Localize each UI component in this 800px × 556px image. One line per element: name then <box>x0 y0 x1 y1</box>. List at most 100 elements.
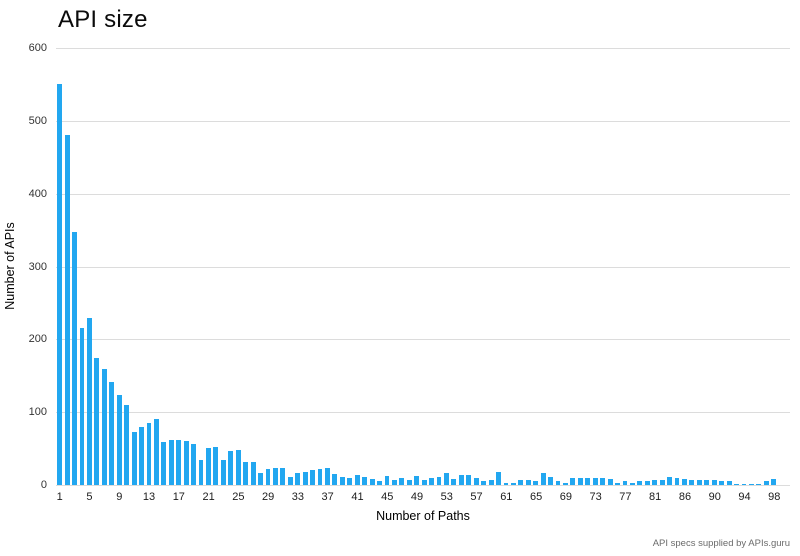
bar <box>72 232 78 485</box>
bar-slot <box>748 48 755 485</box>
bar <box>280 468 286 485</box>
bar-slot <box>733 48 740 485</box>
bar <box>213 447 219 485</box>
bar <box>101 369 107 485</box>
bar-slot <box>78 48 85 485</box>
bar <box>533 480 539 485</box>
x-tick-label: 98 <box>768 491 781 503</box>
bar-slot <box>502 48 509 485</box>
x-tick-label: 9 <box>116 491 123 503</box>
x-tick-label: 77 <box>619 491 632 503</box>
bar <box>496 471 501 485</box>
bar <box>228 450 234 485</box>
x-tick-label: 90 <box>708 491 721 503</box>
gridline <box>56 266 790 268</box>
bar <box>510 482 516 485</box>
bar-slot <box>420 48 427 485</box>
bar <box>384 476 390 485</box>
bar-slot <box>257 48 264 485</box>
bar <box>243 461 249 485</box>
bar <box>235 450 241 485</box>
bar-slot <box>264 48 271 485</box>
bar <box>652 479 658 485</box>
bar-slot <box>56 48 63 485</box>
bar <box>436 477 442 485</box>
bar-slot <box>711 48 718 485</box>
bar <box>183 441 189 485</box>
bar-slot <box>101 48 108 485</box>
bar-slot <box>130 48 137 485</box>
bar <box>570 477 576 485</box>
bar-slot <box>443 48 450 485</box>
bar-slot <box>666 48 673 485</box>
bar <box>406 479 412 485</box>
x-tick-label: 21 <box>202 491 215 503</box>
bar <box>771 479 777 485</box>
bar-slot <box>725 48 732 485</box>
bar <box>421 479 427 485</box>
bar-slot <box>71 48 78 485</box>
x-tick-label: 94 <box>738 491 751 503</box>
bar <box>622 480 628 485</box>
bar-slot <box>316 48 323 485</box>
bar <box>347 477 353 485</box>
bar <box>429 477 435 485</box>
bar <box>473 477 479 485</box>
bar-slot <box>86 48 93 485</box>
bar-slot <box>554 48 561 485</box>
bar <box>719 480 725 485</box>
bar-slot <box>673 48 680 485</box>
bar-slot <box>621 48 628 485</box>
bar <box>317 468 323 485</box>
bar-slot <box>584 48 591 485</box>
bar-slot <box>227 48 234 485</box>
bar <box>644 480 650 485</box>
bar <box>682 479 687 485</box>
bar-slot <box>428 48 435 485</box>
y-tick-label: 600 <box>28 42 47 54</box>
bar-slot <box>309 48 316 485</box>
bar-slot <box>301 48 308 485</box>
x-tick-label: 53 <box>440 491 453 503</box>
bar <box>161 442 167 485</box>
bar <box>362 477 368 485</box>
bar-slot <box>599 48 606 485</box>
bar-slot <box>406 48 413 485</box>
bar <box>592 477 598 485</box>
bar-slot <box>495 48 502 485</box>
bar <box>748 484 754 485</box>
bar <box>741 484 747 485</box>
bar-slot <box>376 48 383 485</box>
x-tick-label: 37 <box>321 491 334 503</box>
bar <box>689 479 695 485</box>
bar-slot <box>331 48 338 485</box>
gridline <box>56 120 790 122</box>
bar-slot <box>175 48 182 485</box>
bar-slot <box>644 48 651 485</box>
bar <box>198 459 204 485</box>
bar-slot <box>763 48 770 485</box>
bar-slot <box>487 48 494 485</box>
bar-slot <box>465 48 472 485</box>
bar-slot <box>242 48 249 485</box>
bar-slot <box>636 48 643 485</box>
bar-slot <box>145 48 152 485</box>
bar <box>310 470 316 485</box>
y-tick-label: 200 <box>28 333 47 346</box>
bar <box>109 382 115 485</box>
bar <box>206 447 211 485</box>
y-tick-label: 0 <box>40 479 47 491</box>
bar-slot <box>294 48 301 485</box>
bar <box>577 477 583 485</box>
x-tick-label: 29 <box>262 491 275 503</box>
bar-slot <box>93 48 100 485</box>
bar <box>250 462 256 485</box>
bar <box>674 478 680 485</box>
bar <box>414 476 420 485</box>
bar <box>607 479 613 485</box>
bar <box>146 423 152 485</box>
bar-slot <box>153 48 160 485</box>
bar-slot <box>190 48 197 485</box>
attribution-text: API specs supplied by APIs.guru <box>652 538 790 549</box>
